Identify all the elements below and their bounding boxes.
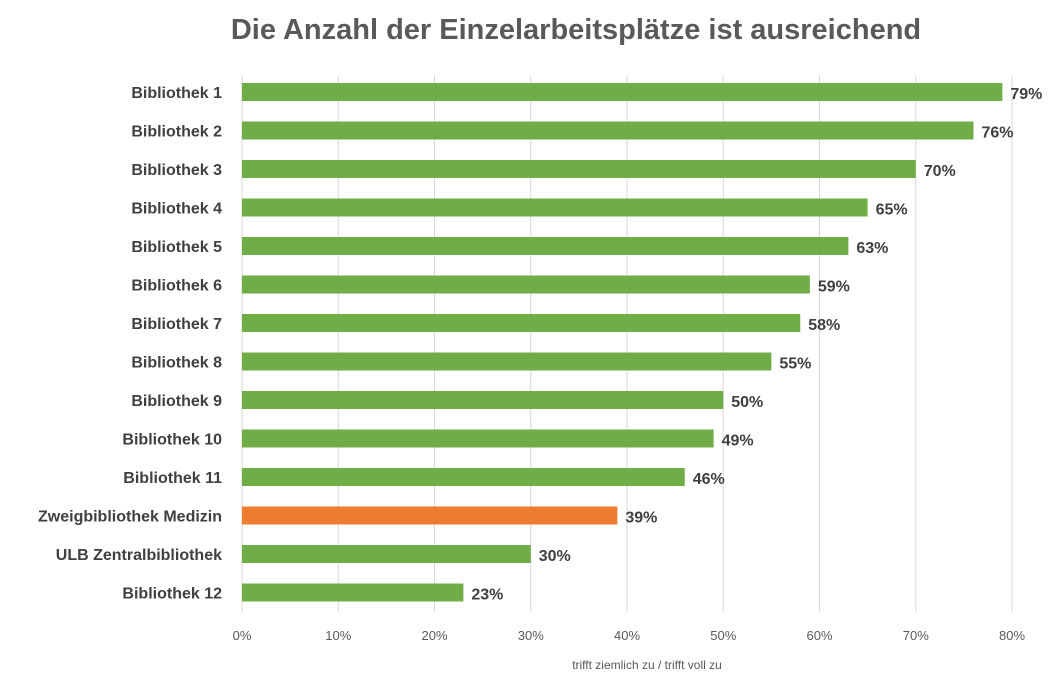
category-label: Bibliothek 7: [131, 316, 222, 333]
x-tick-label: 40%: [614, 628, 640, 643]
bar: [242, 237, 849, 255]
x-tick-label: 30%: [518, 628, 544, 643]
bar: [242, 468, 685, 486]
category-label: Bibliothek 11: [123, 470, 222, 487]
category-label: ULB Zentralbibliothek: [56, 547, 222, 564]
bar: [242, 506, 618, 525]
data-label: 79%: [1010, 86, 1042, 103]
data-label: 23%: [471, 587, 503, 604]
category-label: Bibliothek 10: [122, 432, 222, 449]
category-label: Bibliothek 4: [131, 201, 222, 218]
x-tick-label: 50%: [710, 628, 736, 643]
bar: [242, 583, 464, 602]
category-label: Bibliothek 9: [131, 393, 222, 410]
x-tick-label: 80%: [999, 628, 1025, 643]
bar: [242, 198, 868, 217]
gridlines: [241, 75, 1013, 612]
category-label: Bibliothek 6: [131, 278, 222, 295]
category-label: Zweigbibliothek Medizin: [38, 509, 222, 526]
bar: [242, 160, 916, 178]
bar: [242, 391, 724, 409]
x-tick-label: 0%: [233, 628, 252, 643]
category-label: Bibliothek 1: [131, 85, 222, 102]
data-label: 65%: [876, 202, 908, 219]
x-tick-label: 70%: [903, 628, 929, 643]
category-label: Bibliothek 2: [131, 124, 222, 141]
bar: [242, 314, 801, 332]
data-label: 39%: [625, 510, 657, 527]
category-label: Bibliothek 5: [131, 239, 222, 256]
bar: [242, 429, 714, 448]
data-label: 76%: [982, 125, 1014, 142]
bar: [242, 545, 531, 563]
data-label: 58%: [808, 317, 840, 334]
bar: [242, 352, 772, 371]
data-label: 59%: [818, 279, 850, 296]
labels: 0% 10% 20% 30% 40% 50% 60% 70% 80% Bibliothek 1 79…: [38, 85, 1042, 643]
data-label: 49%: [722, 433, 754, 450]
category-label: Bibliothek 3: [131, 162, 222, 179]
bar: [242, 275, 810, 294]
x-tick-label: 60%: [806, 628, 832, 643]
category-label: Bibliothek 8: [131, 355, 222, 372]
data-label: 63%: [856, 240, 888, 257]
category-label: Bibliothek 12: [122, 586, 222, 603]
bars: [242, 83, 1003, 602]
chart-title: Die Anzahl der Einzelarbeitsplätze ist a…: [230, 14, 922, 46]
data-label: 50%: [731, 394, 763, 411]
data-label: 55%: [779, 356, 811, 373]
bar: [242, 121, 974, 140]
data-label: 70%: [924, 163, 956, 180]
x-tick-label: 10%: [325, 628, 351, 643]
data-label: 30%: [539, 548, 571, 565]
x-axis-title: trifft ziemlich zu / trifft voll zu: [572, 658, 722, 672]
data-label: 46%: [693, 471, 725, 488]
bar: [242, 83, 1003, 101]
x-tick-label: 20%: [421, 628, 447, 643]
